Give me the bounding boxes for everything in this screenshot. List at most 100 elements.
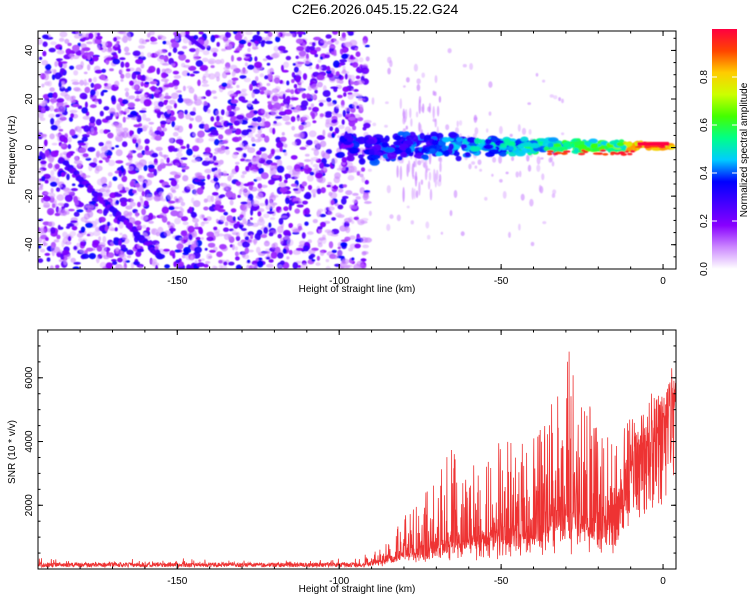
noise-cell xyxy=(317,59,322,63)
carrier-cell xyxy=(548,137,559,143)
noise-cell xyxy=(317,242,323,248)
noise-cell xyxy=(96,178,104,186)
noise-cell xyxy=(239,223,243,230)
noise-cell xyxy=(298,50,307,57)
noise-cell xyxy=(100,74,106,80)
noise-cell xyxy=(148,65,156,73)
noise-cell xyxy=(474,127,479,135)
noise-cell xyxy=(51,74,56,80)
noise-cell xyxy=(330,86,339,90)
noise-cell xyxy=(325,69,332,74)
noise-cell xyxy=(227,111,235,117)
noise-cell xyxy=(253,238,257,246)
carrier-cell xyxy=(405,147,412,155)
noise-cell xyxy=(40,160,47,165)
noise-cell xyxy=(338,188,344,193)
noise-cell xyxy=(360,167,366,172)
noise-cell xyxy=(406,163,409,177)
noise-cell xyxy=(67,235,72,242)
noise-cell xyxy=(162,40,167,45)
noise-cell xyxy=(247,181,254,186)
noise-cell xyxy=(239,142,244,148)
noise-cell xyxy=(114,193,123,197)
noise-cell xyxy=(292,228,301,234)
noise-cell xyxy=(73,211,80,217)
noise-cell xyxy=(278,182,287,188)
noise-cell xyxy=(275,116,283,119)
noise-cell xyxy=(148,161,153,165)
noise-cell xyxy=(114,43,119,48)
noise-cell xyxy=(226,122,234,126)
noise-cell xyxy=(341,157,347,163)
noise-cell xyxy=(136,114,142,123)
noise-cell xyxy=(316,255,320,261)
noise-cell xyxy=(283,151,288,156)
noise-cell xyxy=(304,164,309,170)
noise-cell xyxy=(319,56,324,60)
carrier-cell xyxy=(581,149,586,152)
carrier-cell xyxy=(553,143,562,148)
noise-cell xyxy=(427,234,431,240)
noise-cell xyxy=(93,76,97,83)
noise-cell xyxy=(156,67,161,75)
noise-cell xyxy=(399,165,403,181)
noise-cell xyxy=(109,214,113,217)
noise-cell xyxy=(327,206,335,211)
carrier-cell xyxy=(448,131,458,139)
noise-cell xyxy=(107,172,113,177)
noise-cell xyxy=(298,162,304,167)
noise-cell xyxy=(181,254,186,259)
noise-cell xyxy=(255,133,264,138)
noise-cell xyxy=(95,35,103,40)
noise-cell xyxy=(206,174,211,180)
noise-cell xyxy=(326,65,331,72)
noise-cell xyxy=(79,79,84,86)
noise-cell xyxy=(85,33,89,39)
noise-cell xyxy=(260,234,268,239)
noise-cell xyxy=(343,92,347,97)
carrier-cell xyxy=(428,144,437,150)
noise-cell xyxy=(42,41,48,47)
noise-cell xyxy=(252,117,259,122)
noise-cell xyxy=(81,107,88,114)
carrier-cell xyxy=(552,152,559,156)
noise-cell xyxy=(312,219,318,224)
noise-cell xyxy=(329,126,334,132)
carrier-cell xyxy=(421,148,427,153)
noise-cell xyxy=(356,171,361,176)
noise-cell xyxy=(149,31,155,36)
noise-cell xyxy=(360,236,369,244)
carrier-cell xyxy=(543,146,550,151)
noise-cell xyxy=(197,130,205,138)
noise-cell xyxy=(108,159,116,167)
noise-cell xyxy=(293,66,299,73)
noise-cell xyxy=(351,220,355,224)
noise-cell xyxy=(368,210,372,216)
noise-cell xyxy=(277,233,282,239)
noise-cell xyxy=(277,252,284,259)
noise-cell xyxy=(349,54,354,60)
noise-cell xyxy=(428,171,432,181)
noise-cell xyxy=(318,99,327,103)
colorbar-tick-label: 0.6 xyxy=(699,118,710,132)
noise-cell xyxy=(73,245,78,251)
carrier-cell xyxy=(514,139,522,145)
noise-cell xyxy=(176,152,183,158)
noise-cell xyxy=(277,264,283,269)
noise-cell xyxy=(192,154,196,158)
noise-cell xyxy=(70,188,78,192)
carrier-cell xyxy=(506,146,514,151)
carrier-cell xyxy=(520,136,529,142)
noise-cell xyxy=(114,227,118,232)
carrier-cell xyxy=(464,151,471,158)
noise-cell xyxy=(95,165,103,172)
y-tick-label: 40 xyxy=(24,44,35,56)
noise-cell xyxy=(185,98,193,106)
noise-cell xyxy=(267,154,273,159)
carrier-cell xyxy=(421,154,429,160)
noise-cell xyxy=(62,231,68,238)
carrier-cell xyxy=(387,152,397,160)
noise-cell xyxy=(112,261,118,265)
noise-cell xyxy=(134,90,142,95)
noise-cell xyxy=(296,117,301,121)
